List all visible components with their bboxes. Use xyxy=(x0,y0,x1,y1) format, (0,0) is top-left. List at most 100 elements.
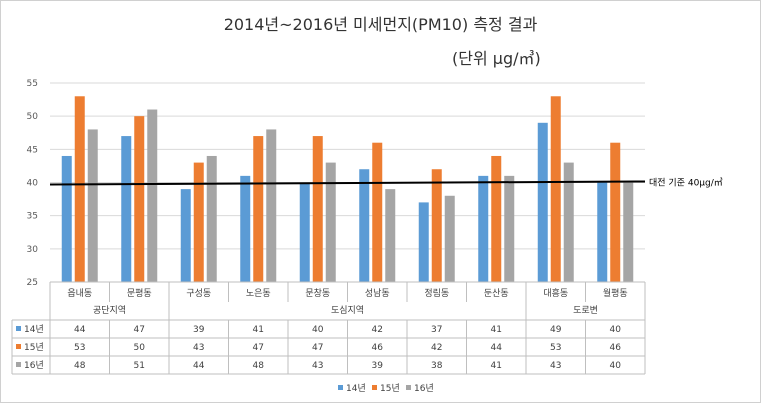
bar-14년-문창동 xyxy=(299,182,310,282)
table-row-label: 15년 xyxy=(24,342,44,353)
data-table: 공단지역 도심지역 도로변 읍내동 문평동 구성동 노은동 문창동 성남동 정림동 둔산동 대흥동 월평… xyxy=(11,281,646,375)
table-cell: 43 xyxy=(312,361,323,371)
bar-16년-대흥동 xyxy=(563,162,574,282)
y-tick-30: 30 xyxy=(27,245,39,255)
category-label: 정림동 xyxy=(424,287,449,299)
bar-16년-문평동 xyxy=(147,109,158,283)
legend-label: 15년 xyxy=(380,383,400,394)
category-label: 대흥동 xyxy=(543,287,568,299)
bar-16년-정림동 xyxy=(444,195,455,282)
table-legend-key xyxy=(16,344,21,349)
table-cell: 43 xyxy=(550,361,561,371)
category-label: 성남동 xyxy=(365,288,390,299)
table-cell: 43 xyxy=(193,343,204,353)
legend-label: 14년 xyxy=(346,383,366,394)
category-label: 읍내동 xyxy=(67,288,92,299)
table-cell: 42 xyxy=(431,343,442,353)
table-cell: 51 xyxy=(134,361,145,371)
y-tick-45: 45 xyxy=(27,145,38,155)
y-tick-50: 50 xyxy=(27,112,39,122)
y-tick-40: 40 xyxy=(27,179,39,189)
table-cell: 39 xyxy=(372,361,384,371)
group-label: 도심지역 xyxy=(331,305,364,316)
table-cell: 47 xyxy=(253,343,264,353)
table-cell: 41 xyxy=(491,361,502,371)
category-label: 문평동 xyxy=(127,288,152,299)
group-label: 도로변 xyxy=(573,305,598,316)
table-cell: 40 xyxy=(312,325,324,335)
reference-line-label: 대전 기준 40μg/㎥ xyxy=(649,178,723,189)
category-label: 구성동 xyxy=(186,288,211,299)
bar-15년-읍내동 xyxy=(74,96,85,283)
group-label: 공단지역 xyxy=(93,305,126,316)
bar-15년-월평동 xyxy=(610,142,621,282)
y-tick-55: 55 xyxy=(27,79,38,89)
table-cell: 41 xyxy=(253,325,264,335)
category-label: 둔산동 xyxy=(484,288,509,299)
bar-15년-정림동 xyxy=(431,169,442,282)
legend-key xyxy=(406,385,411,390)
table-cell: 41 xyxy=(491,325,502,335)
table-cell: 40 xyxy=(610,361,622,371)
bars xyxy=(61,96,634,283)
table-cell: 53 xyxy=(74,343,85,353)
category-label: 문창동 xyxy=(305,288,330,299)
table-cell: 50 xyxy=(134,343,146,353)
legend: 14년 15년 16년 xyxy=(338,383,434,394)
bar-15년-둔산동 xyxy=(491,155,502,282)
bar-14년-정림동 xyxy=(418,202,429,282)
table-cell: 44 xyxy=(74,325,86,335)
table-cell: 38 xyxy=(431,361,443,371)
table-cell: 53 xyxy=(550,343,561,353)
table-cell: 39 xyxy=(193,325,205,335)
bar-14년-문평동 xyxy=(121,136,132,282)
table-legend-key xyxy=(16,362,21,367)
table-cell: 47 xyxy=(134,325,145,335)
legend-label: 16년 xyxy=(414,383,434,394)
bar-16년-구성동 xyxy=(206,155,217,282)
table-cell: 49 xyxy=(550,325,562,335)
bar-15년-성남동 xyxy=(372,142,383,282)
bar-16년-둔산동 xyxy=(504,175,515,282)
bar-15년-문창동 xyxy=(312,136,323,282)
table-legend-key xyxy=(16,326,21,331)
chart-title: 2014년~2016년 미세먼지(PM10) 측정 결과 xyxy=(223,15,538,34)
bar-14년-노은동 xyxy=(240,175,251,282)
table-cell: 48 xyxy=(74,361,86,371)
bar-14년-대흥동 xyxy=(537,122,548,282)
table-cell: 46 xyxy=(372,343,384,353)
table-cell: 40 xyxy=(610,325,622,335)
table-cell: 44 xyxy=(193,361,205,371)
bar-15년-구성동 xyxy=(193,162,204,282)
bar-14년-월평동 xyxy=(597,182,608,282)
legend-key xyxy=(372,385,377,390)
y-axis-ticks: 25 30 35 40 45 50 55 xyxy=(27,79,39,288)
category-label: 노은동 xyxy=(246,288,271,299)
bar-14년-읍내동 xyxy=(61,155,72,282)
reference-line xyxy=(49,180,646,186)
y-tick-35: 35 xyxy=(27,212,38,222)
table-cell: 44 xyxy=(491,343,503,353)
bar-14년-둔산동 xyxy=(478,175,489,282)
table-cell: 47 xyxy=(312,343,323,353)
table-row-label: 16년 xyxy=(24,360,44,371)
category-label: 월평동 xyxy=(603,287,628,299)
reference-line-group: 대전 기준 40μg/㎥ xyxy=(49,178,723,189)
bar-15년-대흥동 xyxy=(550,96,561,283)
bar-15년-노은동 xyxy=(253,136,264,282)
chart-unit: (단위 μg/㎥) xyxy=(452,49,541,68)
bar-16년-문창동 xyxy=(325,162,336,282)
y-tick-25: 25 xyxy=(27,278,38,288)
legend-key xyxy=(338,385,343,390)
table-cell: 37 xyxy=(431,325,442,335)
bar-16년-성남동 xyxy=(385,189,396,282)
table-cell: 42 xyxy=(372,325,383,335)
table-row-label: 14년 xyxy=(24,324,44,335)
table-cell: 48 xyxy=(253,361,265,371)
bar-16년-노은동 xyxy=(266,129,277,282)
bar-15년-문평동 xyxy=(134,116,145,283)
table-cell: 46 xyxy=(610,343,622,353)
bar-16년-읍내동 xyxy=(87,129,98,282)
bar-14년-구성동 xyxy=(180,189,191,282)
